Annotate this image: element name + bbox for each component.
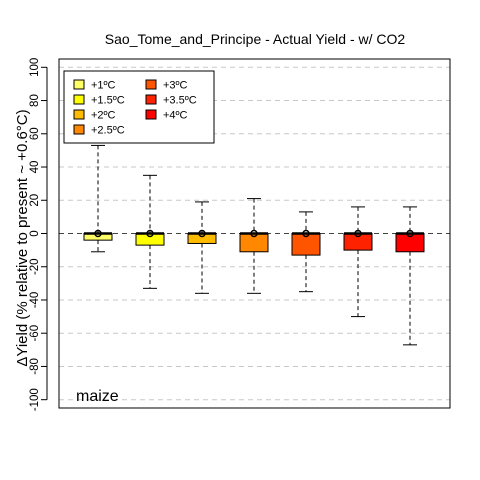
mean-marker [146, 229, 154, 238]
box-5 [291, 211, 321, 293]
mean-marker [94, 229, 102, 238]
legend-label: +1ºC [91, 80, 116, 92]
legend-swatch [145, 109, 157, 120]
plot-frame [58, 58, 451, 409]
y-tick-label: -80 [29, 358, 41, 375]
legend: +1ºC +1.5ºC +2ºC +2.5ºC +3ºC +3.5ºC +4ºC [63, 70, 215, 144]
legend-swatch [73, 124, 85, 135]
legend-label: +3.5ºC [163, 95, 197, 107]
box-6 [343, 206, 373, 318]
box-4 [239, 198, 269, 294]
y-tick-label: -100 [29, 388, 41, 411]
y-tick-label: 100 [29, 58, 41, 77]
legend-swatch [145, 94, 157, 105]
y-tick-label: 80 [29, 94, 41, 107]
mean-marker [406, 229, 414, 238]
mean-marker [354, 229, 362, 238]
legend-label: +2.5ºC [91, 125, 125, 137]
legend-swatch [73, 79, 85, 90]
legend-label: +1.5ºC [91, 95, 125, 107]
legend-label: +3ºC [163, 80, 188, 92]
mean-marker [250, 229, 258, 238]
mean-marker [198, 229, 206, 238]
legend-swatch [73, 109, 85, 120]
box-body [187, 233, 217, 244]
y-tick-label: 20 [29, 194, 41, 207]
y-tick-label: -20 [29, 258, 41, 275]
legend-label: +2ºC [91, 110, 116, 122]
y-tick-label: 60 [29, 127, 41, 140]
y-tick-label: 0 [29, 230, 41, 236]
box-1 [83, 144, 113, 253]
box-body [135, 233, 165, 246]
legend-swatch [73, 94, 85, 105]
y-tick-label: -60 [29, 325, 41, 342]
chart-title: Sao_Tome_and_Principe - Actual Yield - w… [105, 31, 406, 47]
y-axis-label: ΔYield (% relative to present ~ +0.6°C) [14, 109, 31, 366]
mean-marker [302, 229, 310, 238]
legend-frame [63, 70, 215, 144]
y-tick-label: 40 [29, 161, 41, 174]
legend-label: +4ºC [163, 110, 188, 122]
box-7 [395, 206, 425, 346]
legend-swatch [145, 79, 157, 90]
box-3 [187, 201, 217, 294]
box-2 [135, 174, 165, 289]
y-tick-label: -40 [29, 292, 41, 309]
crop-label: maize [76, 388, 119, 405]
boxes [83, 144, 425, 346]
y-axis: 100 80 60 40 20 0 -20 -40 -60 -80 -100 [29, 58, 48, 411]
